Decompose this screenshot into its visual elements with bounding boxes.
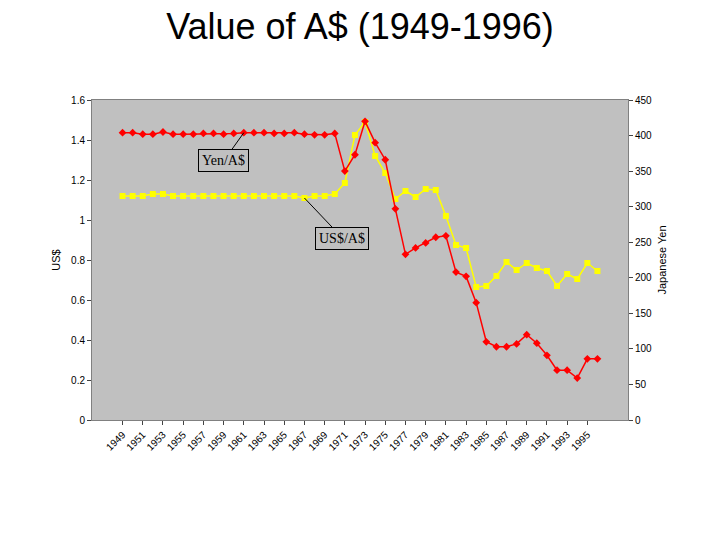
svg-text:1949: 1949: [104, 429, 128, 453]
svg-text:1.6: 1.6: [71, 95, 85, 106]
svg-text:1965: 1965: [266, 429, 290, 453]
svg-text:1955: 1955: [165, 429, 189, 453]
svg-text:350: 350: [635, 166, 652, 177]
svg-text:1961: 1961: [225, 429, 249, 453]
svg-text:1993: 1993: [549, 429, 573, 453]
svg-text:100: 100: [635, 343, 652, 354]
svg-text:1977: 1977: [387, 429, 411, 453]
svg-text:1987: 1987: [488, 429, 512, 453]
svg-text:400: 400: [635, 130, 652, 141]
svg-text:Japanese Yen: Japanese Yen: [656, 225, 668, 294]
svg-text:150: 150: [635, 308, 652, 319]
svg-text:US$: US$: [50, 249, 62, 270]
svg-text:US$/A$: US$/A$: [319, 231, 365, 246]
svg-text:1981: 1981: [427, 429, 451, 453]
svg-text:Value of A$ (1949-1996): Value of A$ (1949-1996): [166, 6, 554, 47]
svg-text:1959: 1959: [205, 429, 229, 453]
svg-text:1979: 1979: [407, 429, 431, 453]
svg-text:1973: 1973: [346, 429, 370, 453]
svg-text:1963: 1963: [245, 429, 269, 453]
svg-text:1975: 1975: [367, 429, 391, 453]
svg-text:300: 300: [635, 201, 652, 212]
svg-text:1.4: 1.4: [71, 135, 85, 146]
svg-text:450: 450: [635, 95, 652, 106]
svg-text:0: 0: [79, 415, 85, 426]
svg-text:1951: 1951: [124, 429, 148, 453]
svg-text:1967: 1967: [286, 429, 310, 453]
svg-text:50: 50: [635, 379, 647, 390]
svg-text:1989: 1989: [508, 429, 532, 453]
svg-text:Yen/A$: Yen/A$: [202, 153, 245, 168]
svg-text:250: 250: [635, 237, 652, 248]
svg-text:1971: 1971: [326, 429, 350, 453]
svg-text:1991: 1991: [528, 429, 552, 453]
svg-text:0: 0: [635, 415, 641, 426]
svg-text:1.2: 1.2: [71, 175, 85, 186]
svg-text:200: 200: [635, 272, 652, 283]
svg-text:1983: 1983: [448, 429, 472, 453]
svg-text:1985: 1985: [468, 429, 492, 453]
svg-text:0.8: 0.8: [71, 255, 85, 266]
svg-text:1969: 1969: [306, 429, 330, 453]
svg-text:1: 1: [79, 215, 85, 226]
svg-text:0.4: 0.4: [71, 335, 85, 346]
svg-text:1957: 1957: [185, 429, 209, 453]
svg-text:0.6: 0.6: [71, 295, 85, 306]
svg-text:0.2: 0.2: [71, 375, 85, 386]
svg-text:1953: 1953: [144, 429, 168, 453]
svg-text:1995: 1995: [569, 429, 593, 453]
